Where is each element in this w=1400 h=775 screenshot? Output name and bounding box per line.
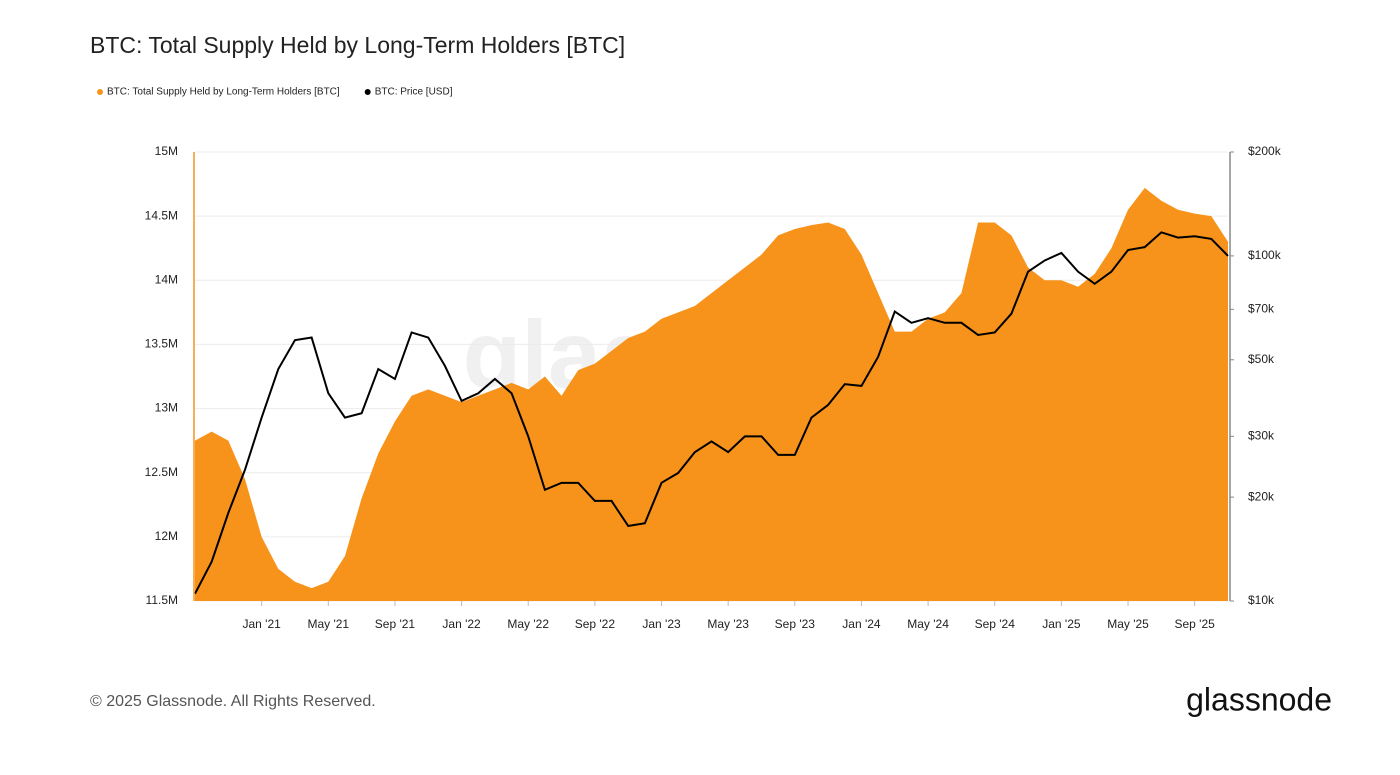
legend-label: BTC: Total Supply Held by Long-Term Hold… xyxy=(107,87,340,98)
y2-tick-label: $10k xyxy=(1248,593,1275,607)
y-tick-label: 15M xyxy=(155,144,178,158)
x-tick-label: May '25 xyxy=(1107,617,1149,631)
y2-tick-label: $200k xyxy=(1248,144,1282,158)
x-tick-label: Jan '24 xyxy=(842,617,881,631)
logo: glassnode xyxy=(1186,681,1332,717)
chart-title: BTC: Total Supply Held by Long-Term Hold… xyxy=(90,32,625,58)
supply-area xyxy=(195,187,1228,602)
y2-tick-label: $100k xyxy=(1248,248,1282,262)
y-tick-label: 11.5M xyxy=(146,593,178,607)
price-line xyxy=(194,231,1229,595)
legend-label: BTC: Price [USD] xyxy=(375,87,453,98)
x-tick-label: Sep '22 xyxy=(575,617,616,631)
copyright: © 2025 Glassnode. All Rights Reserved. xyxy=(90,693,376,710)
legend: BTC: Total Supply Held by Long-Term Hold… xyxy=(97,87,453,98)
legend-marker xyxy=(364,89,371,95)
x-tick-label: Sep '24 xyxy=(975,617,1016,631)
x-tick-label: Sep '23 xyxy=(775,617,816,631)
x-tick-label: Jan '21 xyxy=(242,617,281,631)
x-tick-label: May '21 xyxy=(307,617,349,631)
x-tick-label: Jan '23 xyxy=(642,617,681,631)
x-tick-label: Sep '21 xyxy=(375,617,416,631)
y-tick-label: 12.5M xyxy=(145,465,178,479)
y2-tick-label: $50k xyxy=(1248,352,1275,366)
x-tick-label: May '22 xyxy=(507,617,549,631)
y-tick-label: 13M xyxy=(155,401,178,415)
legend-marker xyxy=(97,89,103,95)
x-tick-label: Sep '25 xyxy=(1175,617,1216,631)
x-tick-label: May '24 xyxy=(907,617,949,631)
x-tick-label: Jan '25 xyxy=(1042,617,1081,631)
x-tick-label: May '23 xyxy=(707,617,749,631)
y2-tick-label: $20k xyxy=(1248,489,1275,503)
y-tick-label: 12M xyxy=(155,529,178,543)
y2-tick-label: $70k xyxy=(1248,302,1275,316)
y-tick-label: 14.5M xyxy=(145,208,178,222)
x-tick-label: Jan '22 xyxy=(442,617,481,631)
y2-tick-label: $30k xyxy=(1248,429,1275,443)
y-tick-label: 14M xyxy=(155,272,178,286)
y-tick-label: 13.5M xyxy=(145,337,178,351)
